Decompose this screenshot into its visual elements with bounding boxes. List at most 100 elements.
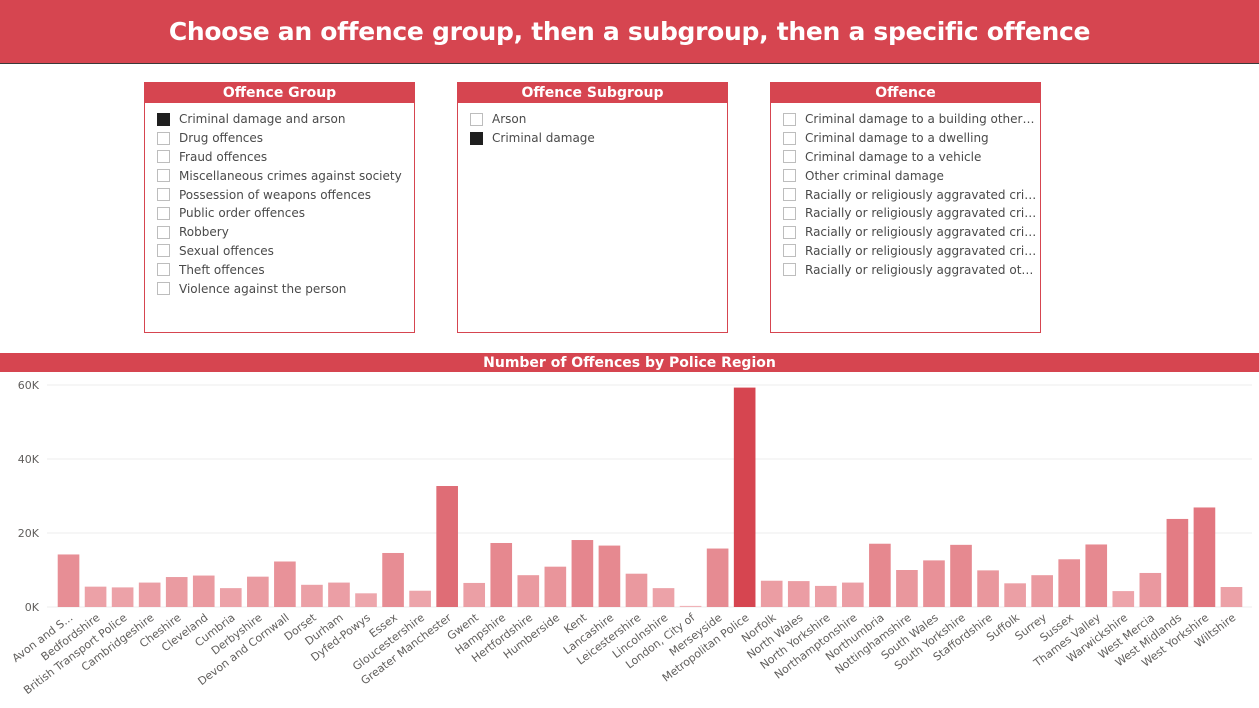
offence-slicer-item[interactable]: Criminal damage to a vehicle (783, 148, 1040, 167)
bar[interactable] (814, 585, 837, 607)
group-slicer-item[interactable]: Violence against the person (157, 279, 414, 298)
offences-by-region-chart: 0K 20K 40K 60K Avon and S...BedfordshireBri… (10, 379, 1252, 697)
bar[interactable] (57, 554, 80, 607)
bar[interactable] (1193, 507, 1216, 607)
bar[interactable] (598, 545, 621, 607)
offence-slicer-item[interactable]: Other criminal damage (783, 166, 1040, 185)
bar[interactable] (301, 584, 323, 607)
bar[interactable] (787, 581, 810, 607)
bar[interactable] (328, 582, 350, 607)
bar[interactable] (1112, 591, 1135, 607)
bar[interactable] (409, 590, 431, 607)
checkbox[interactable] (470, 131, 483, 145)
bar[interactable] (679, 605, 702, 607)
bar[interactable] (1166, 518, 1189, 607)
bar[interactable] (84, 586, 107, 607)
bar[interactable] (1031, 575, 1053, 607)
offence-slicer-item[interactable]: Racially or religiously aggravated crim.… (783, 185, 1040, 204)
checkbox[interactable] (783, 131, 796, 145)
bar[interactable] (760, 580, 783, 607)
bar[interactable] (490, 542, 513, 607)
checkbox[interactable] (157, 150, 170, 164)
group-slicer-item[interactable]: Criminal damage and arson (157, 110, 414, 129)
bar[interactable] (274, 561, 296, 607)
slicer-item-label: Racially or religiously aggravated crim.… (805, 187, 1037, 202)
bar[interactable] (111, 587, 134, 607)
checkbox[interactable] (470, 112, 483, 126)
bar[interactable] (165, 577, 188, 607)
bar[interactable] (517, 575, 540, 607)
checkbox[interactable] (783, 169, 796, 183)
group-slicer-item[interactable]: Miscellaneous crimes against society (157, 166, 414, 185)
offence-subgroup-slicer: Offence Subgroup Arson Criminal damage (457, 82, 728, 333)
header-banner: Choose an offence group, then a subgroup… (0, 0, 1259, 64)
checkbox[interactable] (157, 263, 170, 277)
checkbox[interactable] (157, 244, 170, 258)
group-slicer-item[interactable]: Robbery (157, 223, 414, 242)
checkbox[interactable] (157, 188, 170, 202)
checkbox[interactable] (157, 169, 170, 183)
checkbox[interactable] (157, 225, 170, 239)
slicer-item-label: Racially or religiously aggravated crim.… (805, 206, 1037, 221)
bar[interactable] (977, 570, 999, 607)
bar[interactable] (1004, 583, 1026, 607)
bar[interactable] (1058, 559, 1081, 607)
bar[interactable] (1139, 572, 1162, 607)
checkbox[interactable] (783, 263, 796, 277)
slicer-item-label: Possession of weapons offences (179, 187, 372, 202)
offence-group-list: Criminal damage and arson Drug offences Fr… (145, 103, 414, 298)
slicer-item-label: Criminal damage (492, 131, 595, 146)
subgroup-slicer-item[interactable]: Criminal damage (470, 129, 727, 148)
bar[interactable] (382, 552, 404, 607)
checkbox[interactable] (783, 150, 796, 164)
bar[interactable] (219, 588, 242, 607)
offence-slicer-item[interactable]: Racially or religiously aggravated crim.… (783, 242, 1040, 261)
checkbox[interactable] (157, 282, 170, 296)
bar[interactable] (192, 575, 215, 607)
bar[interactable] (355, 593, 377, 607)
bar[interactable] (733, 387, 756, 607)
slicer-item-label: Criminal damage and arson (179, 112, 346, 127)
bar[interactable] (625, 573, 648, 607)
bar[interactable] (869, 543, 891, 607)
checkbox[interactable] (157, 112, 170, 126)
offence-slicer-item[interactable]: Racially or religiously aggravated crim.… (783, 223, 1040, 242)
group-slicer-item[interactable]: Sexual offences (157, 242, 414, 261)
checkbox[interactable] (783, 244, 796, 258)
offence-list: Criminal damage to a building other t...… (771, 103, 1040, 279)
checkbox[interactable] (783, 112, 796, 126)
bar[interactable] (923, 560, 945, 607)
checkbox[interactable] (157, 206, 170, 220)
offence-slicer-item[interactable]: Criminal damage to a building other t... (783, 110, 1040, 129)
group-slicer-item[interactable]: Theft offences (157, 260, 414, 279)
checkbox[interactable] (783, 225, 796, 239)
group-slicer-item[interactable]: Possession of weapons offences (157, 185, 414, 204)
bar[interactable] (247, 576, 269, 607)
bar[interactable] (896, 570, 918, 607)
group-slicer-item[interactable]: Fraud offences (157, 148, 414, 167)
y-tick-label: 0K (25, 601, 40, 614)
checkbox[interactable] (783, 188, 796, 202)
offence-subgroup-list: Arson Criminal damage (458, 103, 727, 148)
subgroup-slicer-item[interactable]: Arson (470, 110, 727, 129)
slicer-item-label: Miscellaneous crimes against society (179, 168, 402, 183)
bar[interactable] (436, 486, 458, 607)
bar[interactable] (652, 588, 675, 607)
y-tick-label: 60K (18, 379, 40, 392)
bar[interactable] (842, 582, 864, 607)
bar[interactable] (571, 540, 594, 607)
bar[interactable] (706, 548, 729, 607)
bar[interactable] (1220, 587, 1243, 607)
bar[interactable] (138, 582, 161, 607)
bar[interactable] (463, 582, 486, 607)
checkbox[interactable] (157, 131, 170, 145)
offence-slicer-item[interactable]: Racially or religiously aggravated othe.… (783, 260, 1040, 279)
group-slicer-item[interactable]: Public order offences (157, 204, 414, 223)
bar[interactable] (950, 544, 972, 607)
offence-slicer-item[interactable]: Racially or religiously aggravated crim.… (783, 204, 1040, 223)
group-slicer-item[interactable]: Drug offences (157, 129, 414, 148)
offence-slicer-item[interactable]: Criminal damage to a dwelling (783, 129, 1040, 148)
checkbox[interactable] (783, 206, 796, 220)
bar[interactable] (544, 566, 567, 607)
bar[interactable] (1085, 544, 1108, 607)
